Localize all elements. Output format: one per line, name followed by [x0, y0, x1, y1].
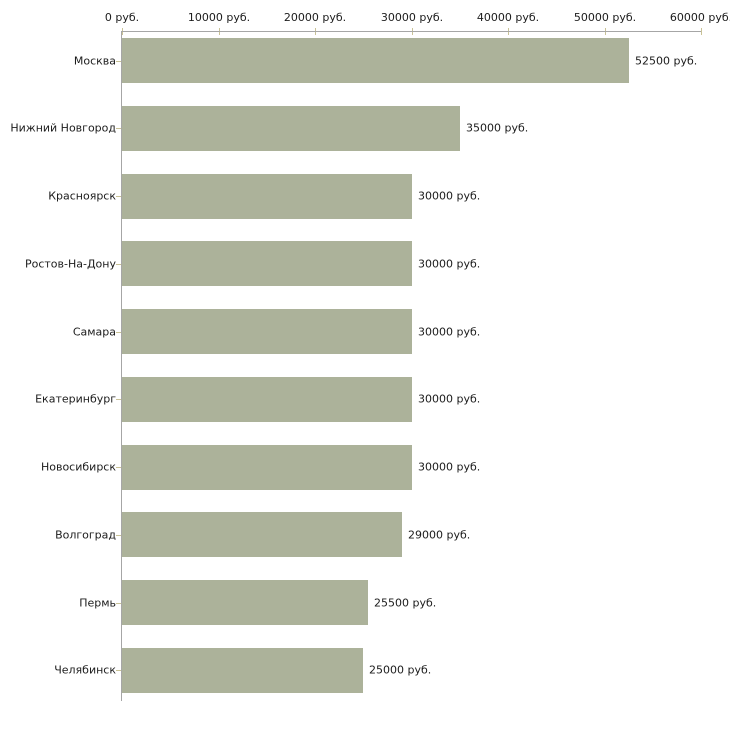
y-axis-tick-mark — [116, 264, 121, 265]
value-label: 25500 руб. — [374, 596, 437, 610]
bar — [122, 377, 412, 422]
category-label: Москва — [73, 54, 116, 68]
category-label: Екатеринбург — [35, 392, 116, 406]
value-label: 25000 руб. — [369, 663, 432, 677]
category-label: Волгоград — [55, 528, 116, 542]
value-label: 30000 руб. — [418, 189, 481, 203]
bar — [122, 580, 368, 625]
value-label: 30000 руб. — [418, 325, 481, 339]
value-label: 30000 руб. — [418, 460, 481, 474]
category-label: Самара — [72, 325, 116, 339]
bar — [122, 174, 412, 219]
category-label: Красноярск — [48, 189, 116, 203]
x-axis-line — [121, 31, 701, 32]
y-axis-tick-mark — [116, 61, 121, 62]
y-axis-tick-mark — [116, 332, 121, 333]
x-axis-tick-mark — [701, 28, 702, 35]
bar — [122, 445, 412, 490]
y-axis-tick-mark — [116, 670, 121, 671]
bar — [122, 106, 460, 151]
bar — [122, 512, 402, 557]
category-label: Челябинск — [54, 663, 116, 677]
value-label: 29000 руб. — [408, 528, 471, 542]
x-axis-tick-label: 0 руб. — [104, 11, 140, 24]
value-label: 35000 руб. — [466, 121, 529, 135]
category-label: Новосибирск — [40, 460, 116, 474]
x-axis-tick-label: 40000 руб. — [476, 11, 540, 24]
value-label: 30000 руб. — [418, 257, 481, 271]
y-axis-tick-mark — [116, 467, 121, 468]
category-label: Ростов-На-Дону — [24, 257, 116, 271]
y-axis-tick-mark — [116, 128, 121, 129]
bar — [122, 309, 412, 354]
x-axis-tick-label: 30000 руб. — [380, 11, 444, 24]
y-axis-tick-mark — [116, 603, 121, 604]
y-axis-line — [121, 31, 122, 701]
bar — [122, 648, 363, 693]
value-label: 30000 руб. — [418, 392, 481, 406]
x-axis-tick-label: 20000 руб. — [283, 11, 347, 24]
category-label: Нижний Новгород — [10, 121, 116, 135]
bar — [122, 241, 412, 286]
value-label: 52500 руб. — [635, 54, 698, 68]
category-label: Пермь — [79, 596, 116, 610]
x-axis-tick-label: 60000 руб. — [669, 11, 730, 24]
x-axis-tick-label: 10000 руб. — [187, 11, 251, 24]
y-axis-tick-mark — [116, 399, 121, 400]
y-axis-tick-mark — [116, 196, 121, 197]
y-axis-tick-mark — [116, 535, 121, 536]
x-axis-tick-label: 50000 руб. — [573, 11, 637, 24]
bar — [122, 38, 629, 83]
